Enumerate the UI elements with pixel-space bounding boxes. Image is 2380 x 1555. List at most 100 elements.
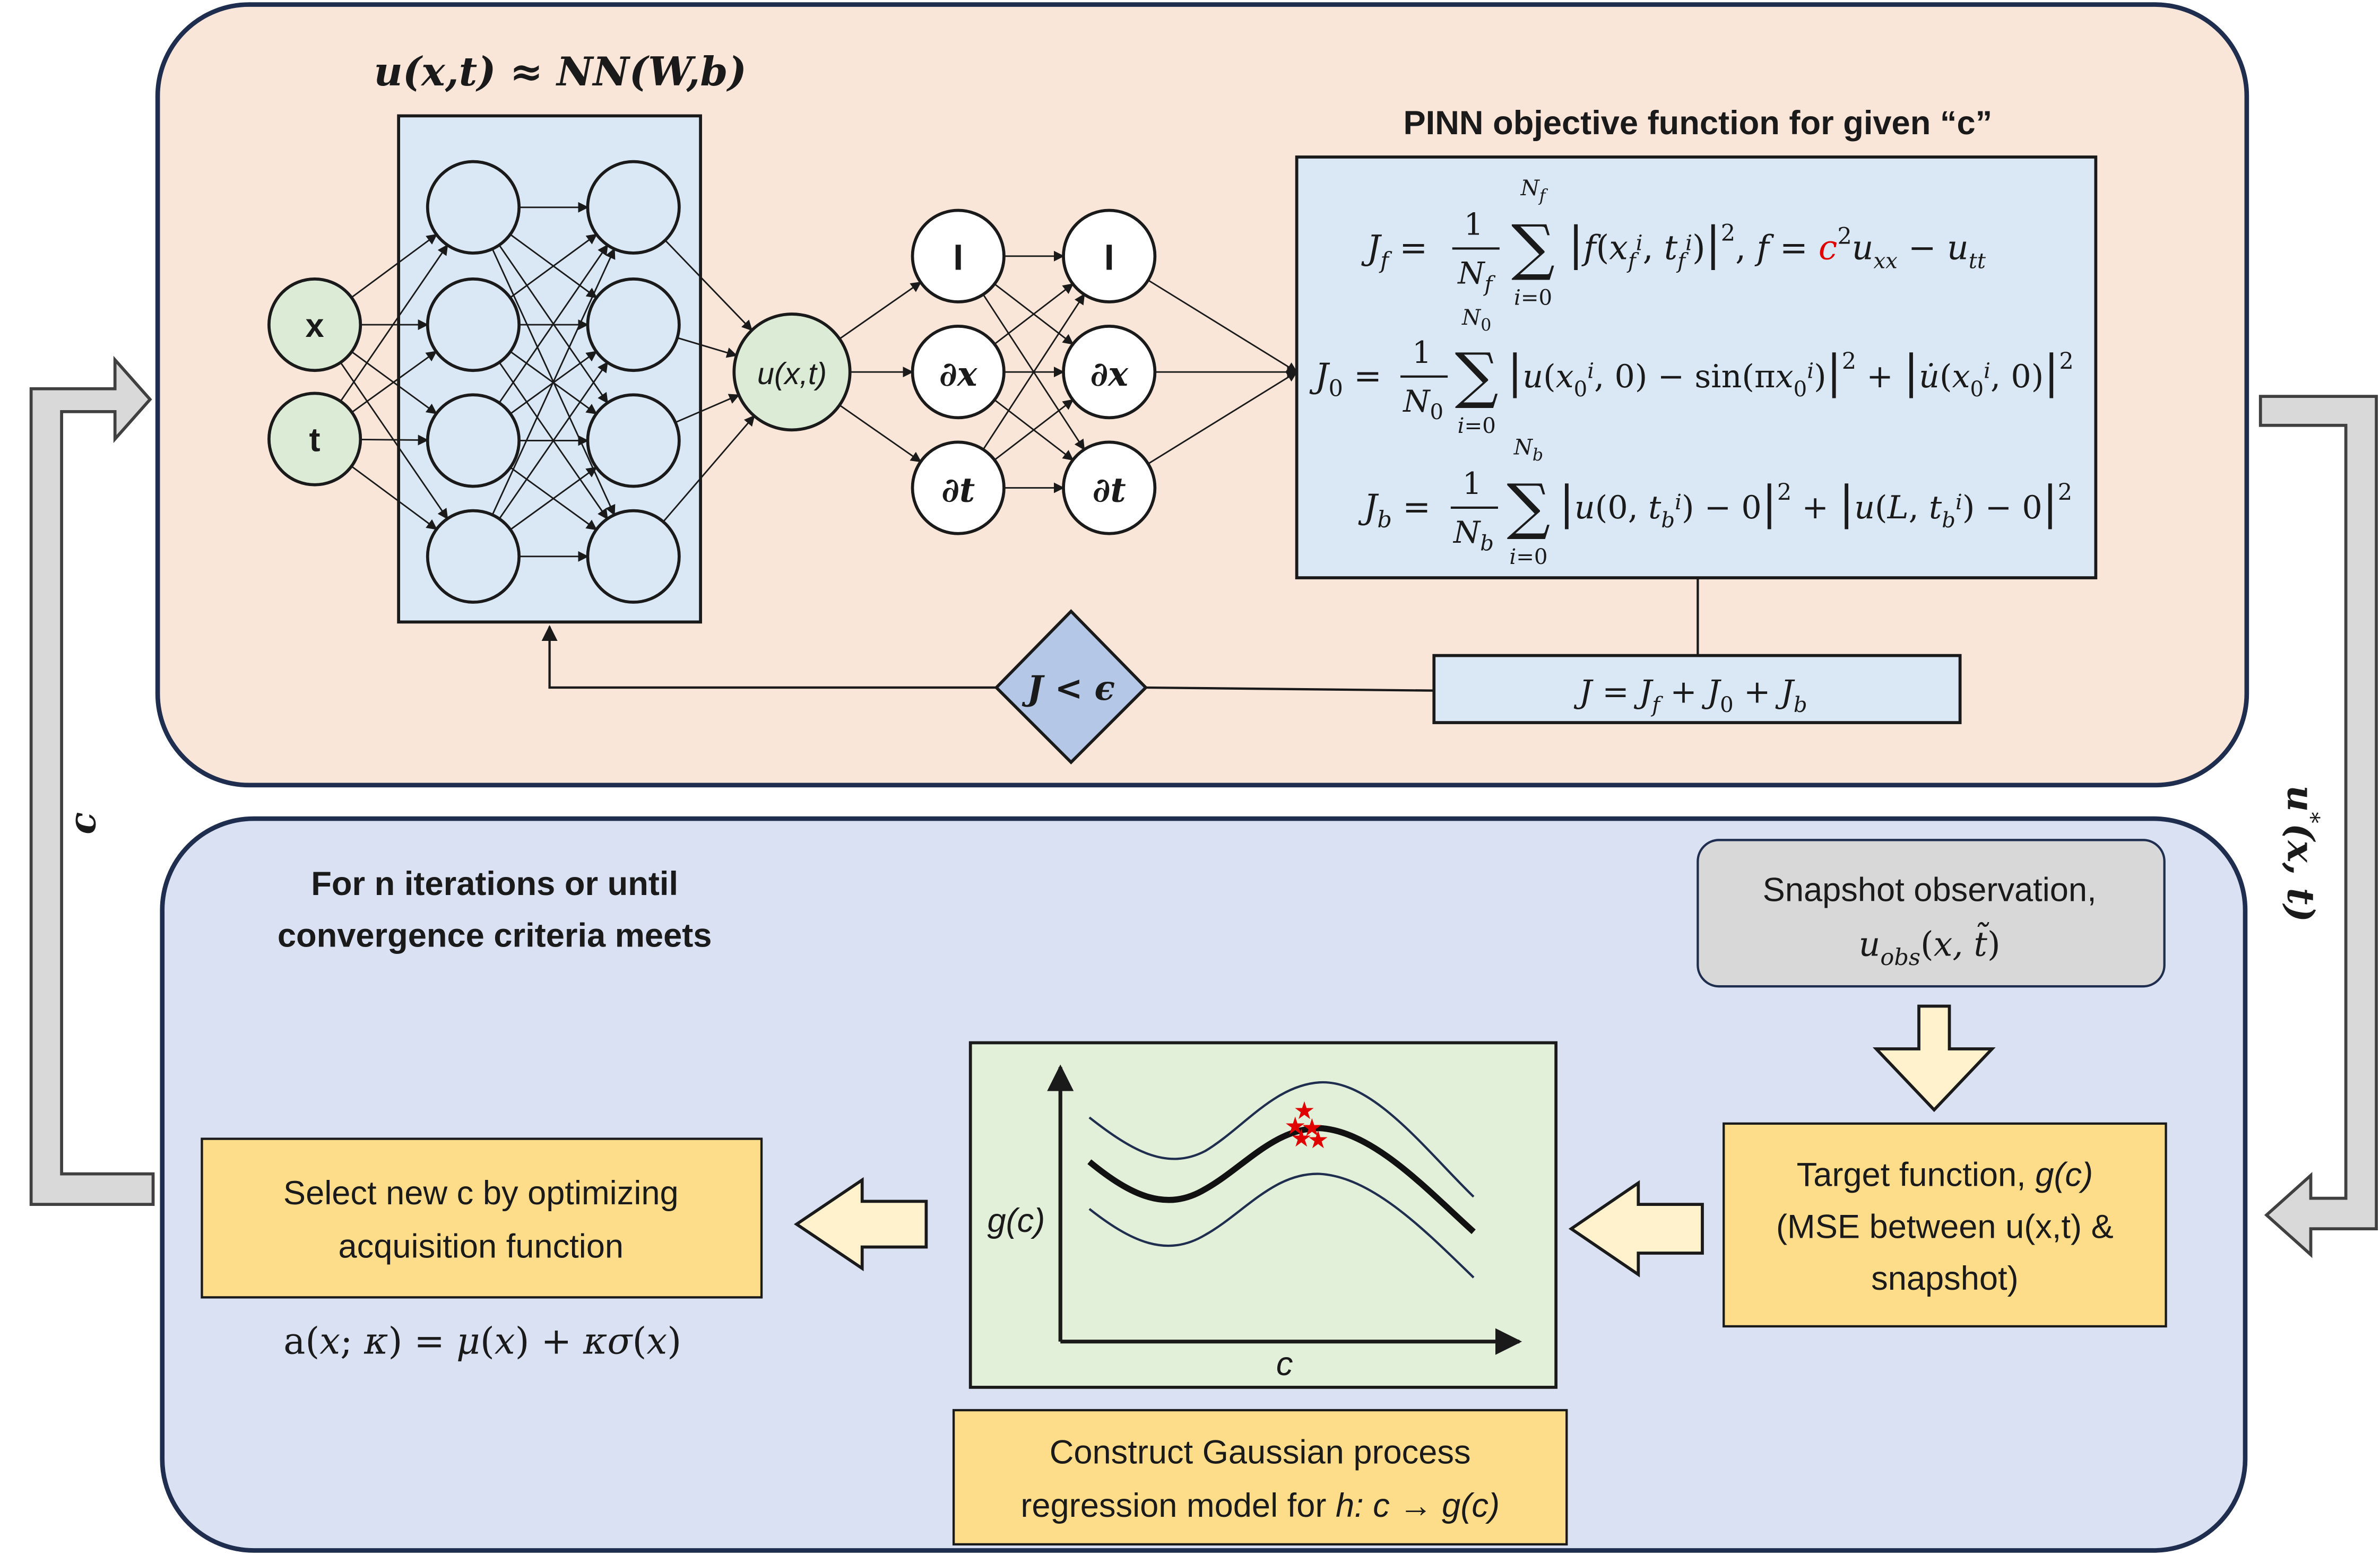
- nn-edge: [498, 361, 608, 519]
- gp-to-select-arrow: [793, 1177, 928, 1272]
- feedback-arrow-to-nn: [541, 625, 997, 689]
- j0-lhs: J0 =: [1309, 356, 1382, 402]
- input-node-x-label: x: [306, 307, 324, 344]
- op-label-dt-2: ∂t: [1093, 470, 1126, 509]
- total-loss-formula: J = Jf + J0 + Jb: [1573, 674, 1807, 717]
- hidden-node: [426, 277, 521, 372]
- gp-lower-bound: [1088, 1172, 1475, 1279]
- jf-sum-lower: i=0: [1514, 286, 1552, 310]
- objective-title: PINN objective function for given “c”: [1404, 105, 1993, 142]
- jb-lhs: Jb =: [1358, 487, 1431, 533]
- nn-edge: [839, 404, 922, 463]
- jb-frac-num: 1: [1462, 466, 1482, 501]
- op-label-dt-1: ∂t: [941, 470, 975, 509]
- op-node-dx-2: [1062, 325, 1157, 420]
- jf-sum: ∑: [1511, 212, 1555, 283]
- jb-sum-lower: i=0: [1509, 545, 1547, 569]
- target-function-line1: Target function, g(c): [1797, 1157, 2093, 1194]
- nn-edge: [839, 281, 922, 340]
- nn-edge: [340, 244, 448, 402]
- input-node-t: [267, 392, 362, 487]
- nn-edge: [1147, 371, 1298, 465]
- nn-edge: [360, 435, 429, 446]
- operator-nodes: [911, 209, 1157, 535]
- total-loss-box: [1432, 654, 1962, 724]
- j0-sum: ∑: [1455, 340, 1499, 411]
- gp-upper-bound: [1088, 1081, 1475, 1198]
- nn-edge: [351, 351, 437, 413]
- hidden-node: [426, 509, 521, 604]
- gp-construct-line2: regression model for h: c → g(c): [1020, 1487, 1500, 1524]
- hidden-node: [426, 393, 521, 488]
- right-loop-label: u*(x, t): [2279, 785, 2324, 922]
- nn-edge: [677, 337, 738, 358]
- hidden-node: [586, 393, 681, 488]
- gp-observation-markers: ★ ★ ★ ★ ★: [1284, 1097, 1329, 1153]
- snapshot-formula: uobs(x, t̃): [1859, 922, 2001, 971]
- select-new-c-line2: acquisition function: [339, 1228, 624, 1265]
- nn-edge: [351, 465, 438, 530]
- nn-edge: [491, 248, 616, 516]
- gp-y-label: g(c): [987, 1202, 1045, 1239]
- op-node-identity-1: [911, 209, 1006, 303]
- op-label-dx-1: ∂x: [939, 354, 978, 394]
- input-node-x: [267, 277, 362, 372]
- op-label-identity-1: I: [953, 237, 963, 278]
- observation-star: ★: [1307, 1126, 1329, 1153]
- input-node-t-label: t: [309, 422, 321, 459]
- convergence-condition-diamond: [994, 609, 1148, 765]
- hidden-layer-2: [586, 160, 681, 604]
- j0-frac-num: 1: [1412, 335, 1432, 370]
- select-new-c-line1: Select new c by optimizing: [283, 1175, 679, 1212]
- nn-edge: [1147, 279, 1298, 373]
- nn-edge: [509, 233, 598, 299]
- objective-box: [1295, 155, 2098, 579]
- gp-x-label: c: [1276, 1345, 1293, 1383]
- nn-edge: [498, 244, 609, 404]
- total-to-condition-line: [1144, 686, 1434, 692]
- observation-star: ★: [1301, 1114, 1323, 1141]
- target-function-line3: snapshot): [1871, 1260, 2019, 1297]
- op-node-dx-1: [911, 325, 1006, 420]
- observation-star: ★: [1291, 1124, 1312, 1152]
- nn-edge: [982, 293, 1085, 450]
- convergence-condition-label: J < ϵ: [1022, 668, 1115, 708]
- j0-sum-lower: i=0: [1458, 414, 1496, 438]
- op-label-dx-2: ∂x: [1090, 354, 1129, 394]
- jb-sum: ∑: [1507, 471, 1550, 542]
- nn-edge: [662, 415, 755, 523]
- hidden-node: [426, 160, 521, 255]
- nn-title: u(x,t) ≈ NN(W,b): [374, 48, 747, 95]
- jb-frac-den: Nb: [1452, 515, 1494, 555]
- nn-edge: [994, 399, 1074, 461]
- hidden-node: [586, 277, 681, 372]
- gp-construct-box: [952, 1409, 1568, 1546]
- gp-plot-area: [968, 1041, 1558, 1389]
- loop-title-line1: For n iterations or until: [311, 865, 678, 902]
- jf-lhs: Jf =: [1361, 228, 1427, 274]
- op-node-identity-2: [1062, 209, 1157, 303]
- gp-construct-line1: Construct Gaussian process: [1050, 1434, 1471, 1471]
- output-node-u-label: u(x,t): [757, 357, 827, 391]
- right-loop-arrow: [2258, 395, 2378, 1258]
- jf-frac-num: 1: [1464, 207, 1484, 242]
- hidden-layer-1: [426, 160, 521, 604]
- hidden-node: [586, 509, 681, 604]
- gp-mean-curve: [1087, 1125, 1476, 1235]
- select-new-c-box: [201, 1137, 763, 1299]
- nn-edge: [675, 394, 740, 423]
- nn-connections: [340, 202, 1298, 562]
- nn-edge: [994, 283, 1074, 345]
- snapshot-box: [1697, 839, 2166, 988]
- snapshot-label: Snapshot observation,: [1763, 871, 2097, 908]
- nn-edge: [664, 239, 753, 331]
- output-node-u: [732, 312, 852, 432]
- hidden-node: [586, 160, 681, 255]
- acquisition-formula: a(x; κ) = μ(x) + κσ(x): [283, 1321, 681, 1363]
- observation-star: ★: [1293, 1097, 1315, 1124]
- op-node-dt-1: [911, 440, 1006, 535]
- left-loop-label: c: [61, 812, 104, 835]
- nn-edge: [509, 466, 598, 531]
- op-node-dt-2: [1062, 440, 1157, 535]
